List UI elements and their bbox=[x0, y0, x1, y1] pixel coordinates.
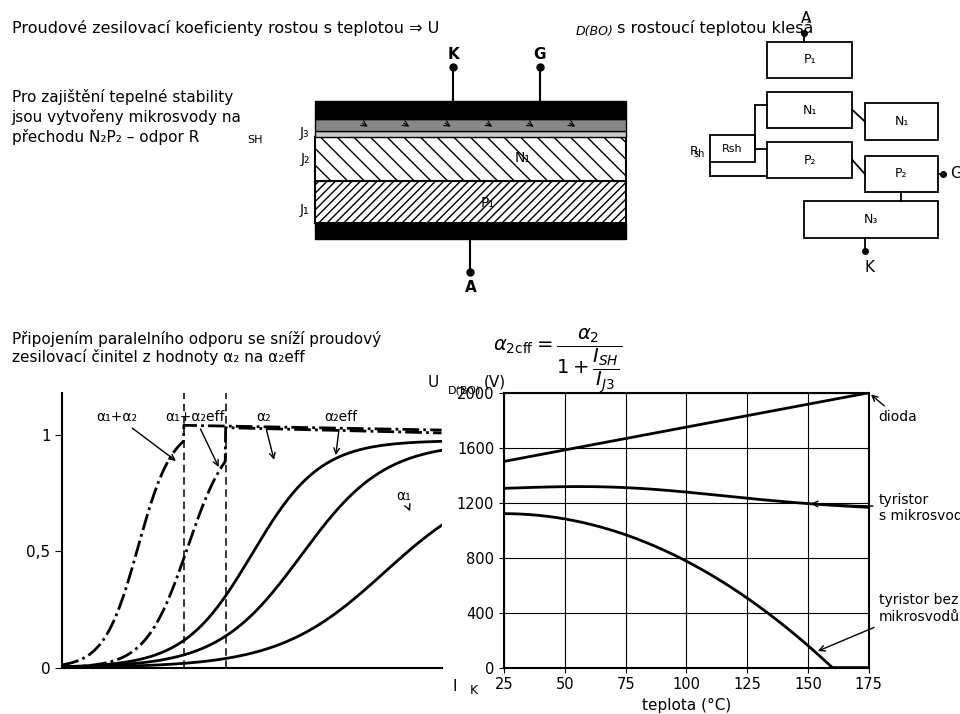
Text: Pro zajištění tepelné stability: Pro zajištění tepelné stability bbox=[12, 89, 232, 105]
Bar bbox=[767, 41, 852, 78]
Text: α₂: α₂ bbox=[255, 410, 275, 458]
Text: α₁+α₂eff: α₁+α₂eff bbox=[165, 410, 225, 466]
Text: G: G bbox=[533, 46, 546, 61]
Text: Rsh: Rsh bbox=[722, 144, 743, 154]
Text: J₂: J₂ bbox=[300, 152, 310, 166]
Text: Připojením paralelního odporu se sníží proudový: Připojením paralelního odporu se sníží p… bbox=[12, 331, 381, 346]
Text: zesilovací činitel z hodnoty α₂ na α₂eff: zesilovací činitel z hodnoty α₂ na α₂eff bbox=[12, 349, 304, 365]
Text: N₁: N₁ bbox=[515, 151, 530, 165]
Text: dioda: dioda bbox=[872, 396, 917, 424]
Bar bbox=[315, 101, 626, 119]
Text: s rostoucí teplotou klesá: s rostoucí teplotou klesá bbox=[612, 20, 814, 36]
Text: P₁: P₁ bbox=[481, 196, 494, 211]
Bar bbox=[315, 181, 626, 223]
Text: J₁: J₁ bbox=[300, 203, 310, 217]
Bar bbox=[315, 223, 626, 238]
Bar bbox=[865, 103, 938, 140]
Text: D(BO): D(BO) bbox=[576, 25, 613, 38]
Text: sh: sh bbox=[693, 149, 705, 159]
Text: J₃: J₃ bbox=[300, 126, 310, 141]
Text: R: R bbox=[689, 144, 698, 158]
Text: P₂: P₂ bbox=[804, 154, 816, 166]
Text: přechodu N₂P₂ – odpor R: přechodu N₂P₂ – odpor R bbox=[12, 129, 199, 145]
Text: D(BO): D(BO) bbox=[447, 386, 481, 396]
Text: Proudové zesilovací koeficienty rostou s teplotou ⇒ U: Proudové zesilovací koeficienty rostou s… bbox=[12, 20, 439, 36]
Text: K: K bbox=[447, 46, 459, 61]
Text: α₂eff: α₂eff bbox=[324, 410, 357, 453]
Text: α₁+α₂: α₁+α₂ bbox=[97, 410, 175, 460]
Text: A: A bbox=[801, 11, 811, 26]
Text: tyristor bez
mikrosvodů: tyristor bez mikrosvodů bbox=[819, 593, 960, 651]
Bar bbox=[315, 137, 626, 181]
Text: U: U bbox=[427, 375, 439, 390]
Text: N₃: N₃ bbox=[864, 213, 878, 226]
Bar bbox=[804, 201, 938, 238]
Text: (V): (V) bbox=[484, 375, 506, 390]
Bar bbox=[315, 119, 626, 131]
Text: K: K bbox=[865, 261, 875, 276]
Text: A: A bbox=[465, 281, 476, 296]
Bar bbox=[767, 142, 852, 178]
Bar bbox=[315, 131, 626, 137]
Text: N₁: N₁ bbox=[895, 115, 908, 128]
Text: N₁: N₁ bbox=[803, 104, 817, 116]
Text: SH: SH bbox=[248, 135, 263, 145]
Bar bbox=[767, 92, 852, 129]
Bar bbox=[315, 181, 626, 223]
Text: I: I bbox=[453, 679, 458, 694]
Text: $\alpha_{2\mathrm{cff}} = \dfrac{\alpha_{2}}{1 + \dfrac{I_{SH}}{I_{J3}}}$: $\alpha_{2\mathrm{cff}} = \dfrac{\alpha_… bbox=[493, 326, 623, 395]
Bar bbox=[710, 135, 755, 162]
Text: α₁: α₁ bbox=[396, 489, 411, 510]
Text: K: K bbox=[470, 684, 478, 697]
Bar bbox=[315, 137, 626, 181]
Text: tyristor
s mikrosvody: tyristor s mikrosvody bbox=[812, 493, 960, 523]
Bar bbox=[865, 156, 938, 192]
Text: P₂: P₂ bbox=[895, 167, 908, 181]
Text: G: G bbox=[950, 166, 960, 181]
Text: jsou vytvořeny mikrosvody na: jsou vytvořeny mikrosvody na bbox=[12, 109, 241, 125]
Text: P₁: P₁ bbox=[804, 54, 816, 66]
X-axis label: teplota (°C): teplota (°C) bbox=[642, 698, 731, 713]
